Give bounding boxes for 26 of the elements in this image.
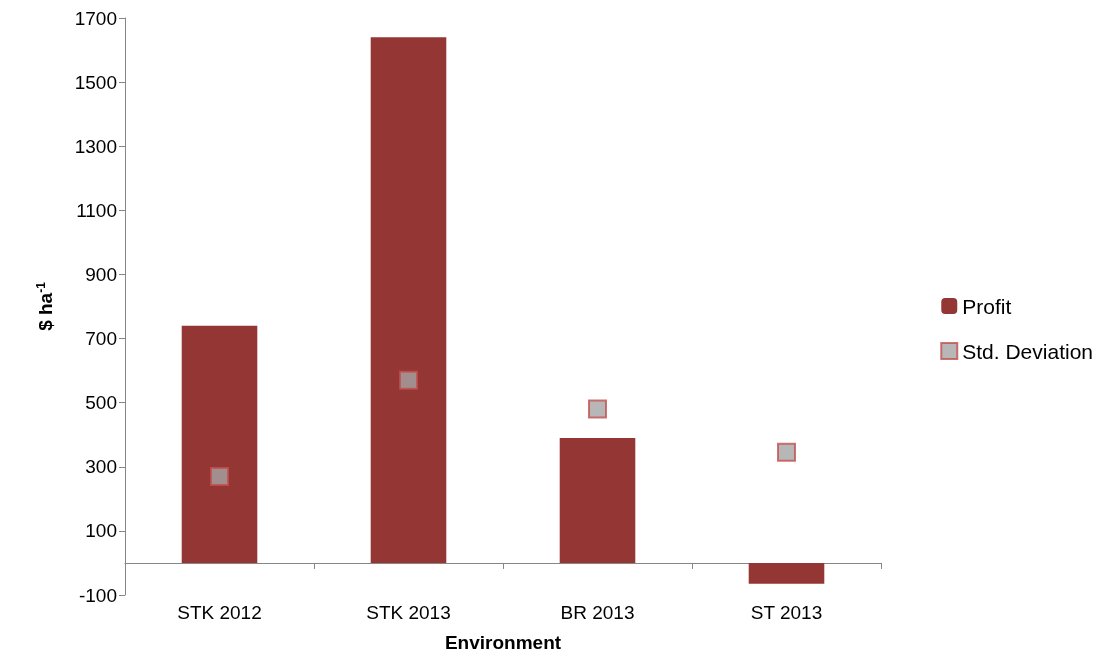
point (777, 442, 796, 462)
bar (370, 37, 447, 563)
y-tick-label: 1300 (74, 135, 117, 157)
point (588, 399, 607, 419)
x-tick-label: BR 2013 (560, 602, 635, 623)
bar (559, 437, 636, 563)
y-axis-title: $ ha-1 (34, 281, 56, 331)
y-tick-label: 900 (85, 263, 117, 285)
x-tick-label: STK 2012 (177, 602, 262, 623)
point (210, 466, 229, 486)
y-tick-label: 100 (85, 520, 117, 542)
y-tick-label: 1700 (74, 7, 117, 29)
legend-label: Std. Deviation (962, 339, 1094, 363)
point (399, 370, 418, 390)
x-tick-label: STK 2013 (366, 602, 451, 623)
y-tick-label: 1100 (76, 199, 117, 221)
bar (181, 325, 258, 563)
y-tick-label: 1500 (74, 71, 117, 93)
y-tick-label: 500 (85, 392, 117, 414)
y-tick-label: -100 (78, 584, 117, 606)
x-axis-title: Environment (444, 632, 562, 653)
bar (748, 562, 825, 584)
y-tick-label: 300 (85, 456, 117, 478)
y-tick-label: 700 (85, 328, 117, 350)
legend-label: Profit (962, 294, 1012, 318)
x-tick-label: ST 2013 (750, 602, 823, 623)
